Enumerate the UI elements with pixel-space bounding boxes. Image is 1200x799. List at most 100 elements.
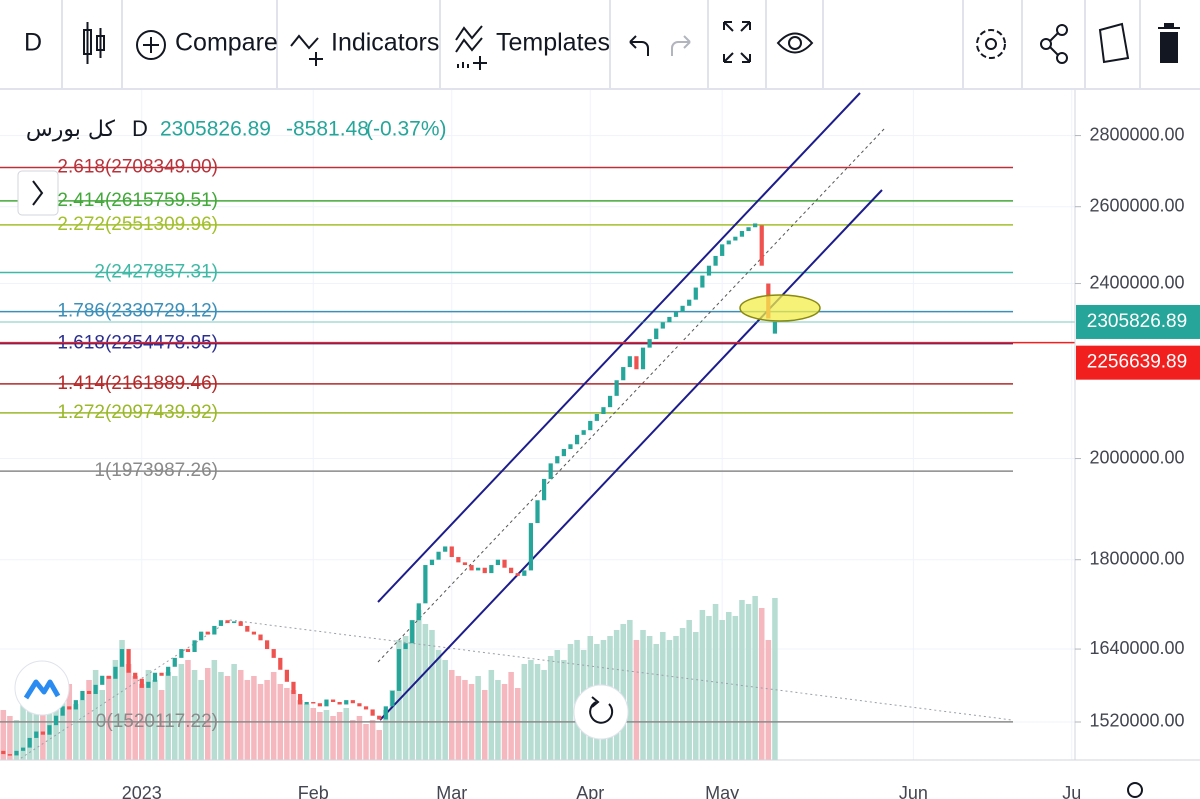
candle [251, 631, 257, 635]
volume-bar [409, 620, 415, 760]
share-node [1040, 38, 1052, 50]
volume-bar [640, 630, 646, 760]
chart-type-button[interactable] [83, 22, 105, 64]
indicators-label[interactable]: Indicators [331, 29, 439, 57]
price-line-box [1076, 345, 1200, 380]
delete-button[interactable] [1158, 23, 1180, 63]
volume-bar [363, 724, 369, 760]
volume-bar [132, 676, 138, 760]
volume-bar [495, 680, 501, 760]
fib-level-label: 2.414(2615759.51) [57, 190, 218, 211]
fullscreen-button[interactable] [723, 21, 751, 63]
candle [245, 625, 250, 632]
candle [535, 500, 540, 524]
templates-button[interactable]: Templates [455, 25, 610, 70]
volume-bar [158, 690, 165, 760]
candle [232, 621, 237, 624]
share-button[interactable] [1040, 24, 1068, 64]
gear-center [985, 38, 997, 50]
candle [423, 565, 428, 604]
candle [317, 703, 322, 707]
expand-box[interactable] [17, 170, 59, 216]
volume-bar [719, 620, 725, 760]
snapshot-button[interactable] [1098, 22, 1130, 64]
volume-bar [679, 628, 686, 760]
fib-level-label: 2(2427857.31) [94, 261, 218, 282]
templates-label[interactable]: Templates [496, 29, 610, 57]
candle [410, 620, 415, 644]
volume-bar [666, 640, 673, 760]
candle [166, 666, 171, 676]
volume-bar [106, 676, 112, 760]
eye-button[interactable] [776, 32, 814, 54]
volume-bar [46, 690, 53, 760]
candle [199, 631, 204, 641]
volume-bar [547, 656, 554, 760]
candle [324, 699, 329, 707]
candle [218, 620, 224, 626]
candle [172, 657, 177, 667]
share-node [1056, 24, 1068, 36]
y-tick-label: 1640000.00 [1089, 638, 1184, 658]
indicators-button[interactable]: Indicators [290, 29, 439, 66]
volume-bar [633, 640, 640, 760]
volume-bar [59, 696, 66, 760]
volume-bar [198, 680, 204, 760]
candle [80, 690, 85, 701]
x-tick-label: May [705, 783, 739, 799]
price-line-label: 2256639.89 [1087, 352, 1187, 373]
candle [337, 701, 342, 705]
logo-button[interactable] [14, 660, 70, 716]
volume-bar [73, 704, 79, 760]
candle [607, 395, 613, 408]
candle [700, 275, 705, 288]
volume-bar [145, 670, 152, 760]
candle [383, 706, 388, 720]
highlight-ellipse [739, 294, 821, 322]
fib-level-label: 2.618(2708349.00) [57, 157, 218, 178]
candle [495, 559, 501, 566]
compare-button[interactable]: Compare [136, 29, 278, 60]
candle [192, 640, 197, 652]
y-tick-label: 1800000.00 [1089, 548, 1184, 568]
plus-icon [143, 37, 159, 53]
candle [53, 715, 59, 726]
volume-bar [284, 688, 290, 760]
fib-level-label: 1.414(2161889.46) [57, 373, 218, 394]
candle [528, 523, 534, 571]
volume-bar [356, 716, 363, 760]
replay-button[interactable] [573, 684, 629, 740]
fib-level-label: 2.272(2551309.96) [57, 214, 218, 235]
last-price-label: 2305826.89 [1087, 311, 1187, 332]
compare-label[interactable]: Compare [175, 29, 278, 57]
redo-button[interactable] [671, 35, 691, 56]
candle [73, 700, 78, 710]
fib-level-label: 1(1973987.26) [94, 460, 218, 481]
settings-button[interactable] [976, 29, 1006, 59]
candle [159, 672, 164, 676]
volume-bar [752, 596, 758, 760]
settings-sun-icon[interactable] [1127, 782, 1143, 798]
volume-bar [699, 610, 706, 760]
volume-bar [26, 700, 33, 760]
replay-circle[interactable] [573, 684, 629, 740]
candle [436, 551, 441, 560]
symbol-name: کل بورس [26, 117, 116, 142]
volume-bar [402, 636, 409, 760]
volume-bar [350, 720, 356, 760]
channel-lower [379, 189, 883, 721]
undo-button[interactable] [629, 35, 649, 56]
candle [363, 706, 369, 710]
volume-bar [191, 670, 198, 760]
volume-bar [211, 660, 218, 760]
candle [225, 620, 230, 624]
interval-button[interactable]: D [24, 29, 42, 57]
candle [627, 356, 632, 368]
volume-bar [660, 632, 666, 760]
expand-button[interactable] [17, 170, 59, 216]
volume-bar [554, 650, 561, 760]
candle [621, 367, 626, 381]
volume-bar [53, 700, 59, 760]
candle [212, 625, 217, 635]
